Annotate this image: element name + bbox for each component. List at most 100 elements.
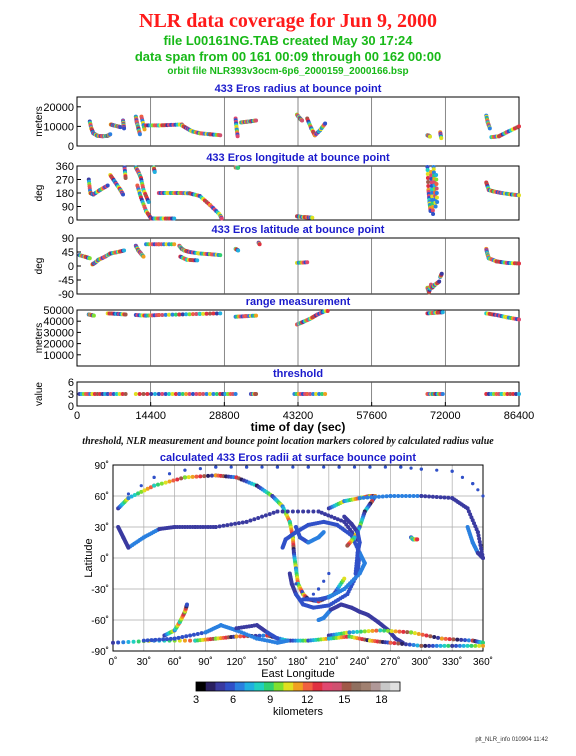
map-point xyxy=(353,571,358,576)
map-point xyxy=(256,515,261,520)
map-point xyxy=(409,466,413,470)
map-point xyxy=(434,643,439,648)
map-point xyxy=(275,465,280,469)
data-point xyxy=(123,176,128,180)
map-point xyxy=(306,597,310,601)
data-series xyxy=(87,119,113,139)
map-point xyxy=(439,636,444,641)
x-tick-label: 57600 xyxy=(356,410,387,422)
map-point xyxy=(384,494,389,499)
map-track xyxy=(357,494,485,560)
data-point xyxy=(308,392,313,396)
map-point xyxy=(365,495,370,500)
map-point xyxy=(447,637,452,642)
map-point xyxy=(145,486,150,491)
data-point xyxy=(440,392,445,396)
data-point xyxy=(254,118,259,123)
map-point xyxy=(443,636,448,641)
map-point xyxy=(477,536,482,541)
map-point xyxy=(450,469,454,473)
data-series xyxy=(294,112,305,123)
data-point xyxy=(111,392,116,396)
data-series xyxy=(256,240,262,247)
data-point xyxy=(190,392,195,396)
data-point xyxy=(502,392,507,396)
map-point xyxy=(403,494,408,498)
map-track xyxy=(293,525,326,545)
data-point xyxy=(163,312,168,317)
map-point xyxy=(427,494,432,499)
map-point xyxy=(478,543,483,548)
map-x-tick-label: 120˚ xyxy=(226,656,246,668)
map-point xyxy=(423,494,428,499)
y-tick-label: 10000 xyxy=(43,350,74,362)
data-series xyxy=(233,246,241,253)
data-point xyxy=(105,183,110,188)
map-point xyxy=(141,638,146,643)
data-point xyxy=(429,173,434,178)
map-point xyxy=(111,640,115,645)
data-point xyxy=(427,134,432,139)
map-point xyxy=(416,631,421,636)
map-point xyxy=(142,488,147,493)
colorbar-swatch xyxy=(351,682,362,691)
map-point xyxy=(252,517,257,522)
map-track xyxy=(126,509,362,550)
map-point xyxy=(393,629,398,634)
data-series xyxy=(144,242,177,247)
colorbar-swatch xyxy=(380,682,391,691)
map-point xyxy=(396,494,401,498)
data-point xyxy=(172,242,177,247)
map-point xyxy=(476,533,481,538)
map-point xyxy=(407,494,412,498)
map-point xyxy=(450,643,455,648)
map-point xyxy=(221,523,226,528)
data-series xyxy=(133,392,238,396)
data-point xyxy=(156,392,161,396)
y-tick-label: 0 xyxy=(68,215,74,227)
data-point xyxy=(254,313,259,318)
map-point xyxy=(322,512,327,517)
data-point xyxy=(233,392,238,396)
data-point xyxy=(160,312,165,317)
map-point xyxy=(244,519,249,524)
map-point xyxy=(126,492,131,496)
data-point xyxy=(437,279,442,284)
data-point xyxy=(117,392,122,396)
y-axis-label: deg xyxy=(34,258,45,275)
data-point xyxy=(108,132,113,137)
data-series xyxy=(434,173,440,204)
map-point xyxy=(446,643,451,648)
data-point xyxy=(514,392,519,396)
data-series xyxy=(294,214,315,220)
map-point xyxy=(460,475,465,479)
colorbar-swatch xyxy=(283,682,294,691)
data-series xyxy=(122,165,128,180)
data-series xyxy=(121,118,127,131)
map-point xyxy=(389,629,394,634)
data-point xyxy=(214,311,219,316)
data-point xyxy=(184,392,189,396)
map-point xyxy=(430,643,435,648)
data-point xyxy=(172,216,177,221)
map-point xyxy=(136,639,141,644)
data-series xyxy=(86,177,110,197)
map-point xyxy=(465,643,470,648)
map-point xyxy=(405,630,410,635)
map-point xyxy=(332,515,337,520)
file-info: file L00161NG.TAB created May 30 17:24 xyxy=(163,33,413,48)
map-point xyxy=(457,643,462,648)
data-point xyxy=(170,392,175,396)
data-point xyxy=(184,312,189,317)
map-point xyxy=(311,592,316,596)
map-x-tick-label: 210˚ xyxy=(319,656,339,668)
data-series xyxy=(438,271,444,279)
map-point xyxy=(329,514,334,519)
map-point xyxy=(407,642,412,647)
map-x-tick-label: 300˚ xyxy=(411,656,431,668)
map-track xyxy=(465,525,485,560)
map-point xyxy=(240,520,245,525)
map-point xyxy=(396,641,401,646)
map-track xyxy=(326,494,378,548)
data-series xyxy=(108,173,126,197)
